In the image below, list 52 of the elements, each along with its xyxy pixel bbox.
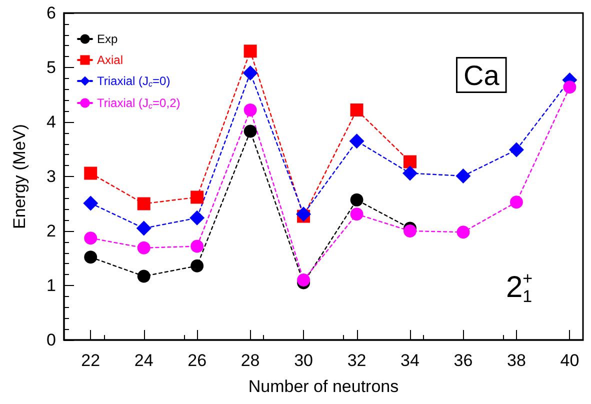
point [244, 44, 257, 58]
x-tick-label: 38 [507, 351, 526, 370]
point [456, 168, 471, 184]
y-tick-label: 6 [46, 4, 56, 22]
point [136, 220, 152, 236]
y-tick-label: 1 [46, 276, 56, 295]
point [563, 80, 576, 94]
x-tick-label: 22 [81, 351, 100, 370]
x-tick-label: 26 [188, 351, 207, 370]
point [84, 250, 98, 264]
x-axis-title: Number of neutrons [248, 377, 399, 396]
y-tick-label: 3 [46, 167, 56, 186]
point [350, 208, 364, 221]
point [350, 193, 364, 206]
point [349, 134, 364, 149]
point [508, 142, 524, 158]
y-tick-label: 0 [46, 330, 56, 350]
point [137, 197, 150, 210]
annotation: Ca [464, 60, 500, 91]
x-tick-label: 28 [240, 351, 260, 370]
point [296, 206, 312, 222]
legend-label: Axial [97, 53, 124, 67]
point [244, 104, 257, 117]
x-tick-label: 24 [134, 351, 154, 370]
point [297, 274, 310, 287]
y-tick-label: 4 [46, 112, 56, 132]
x-tick-label: 34 [400, 351, 420, 370]
point [83, 196, 98, 211]
point [190, 259, 204, 272]
point [404, 155, 416, 168]
point [137, 270, 150, 283]
y-tick-label: 2 [46, 222, 56, 240]
point [456, 226, 470, 239]
point [244, 124, 257, 138]
y-axis-title: Energy (MeV) [10, 124, 29, 229]
x-tick-label: 36 [454, 351, 473, 370]
point [190, 190, 204, 204]
point [350, 104, 364, 117]
point [84, 232, 98, 245]
x-tick-label: 40 [560, 351, 580, 370]
point [190, 210, 205, 226]
point [84, 166, 98, 180]
x-tick-label: 32 [347, 351, 366, 370]
point [404, 224, 416, 238]
point [402, 166, 418, 181]
legend-label: Exp [97, 32, 118, 46]
point [242, 65, 258, 80]
point [137, 241, 150, 254]
x-tick-label: 30 [294, 351, 313, 370]
point [510, 196, 523, 209]
point [190, 240, 204, 253]
y-tick-label: 5 [46, 58, 56, 77]
